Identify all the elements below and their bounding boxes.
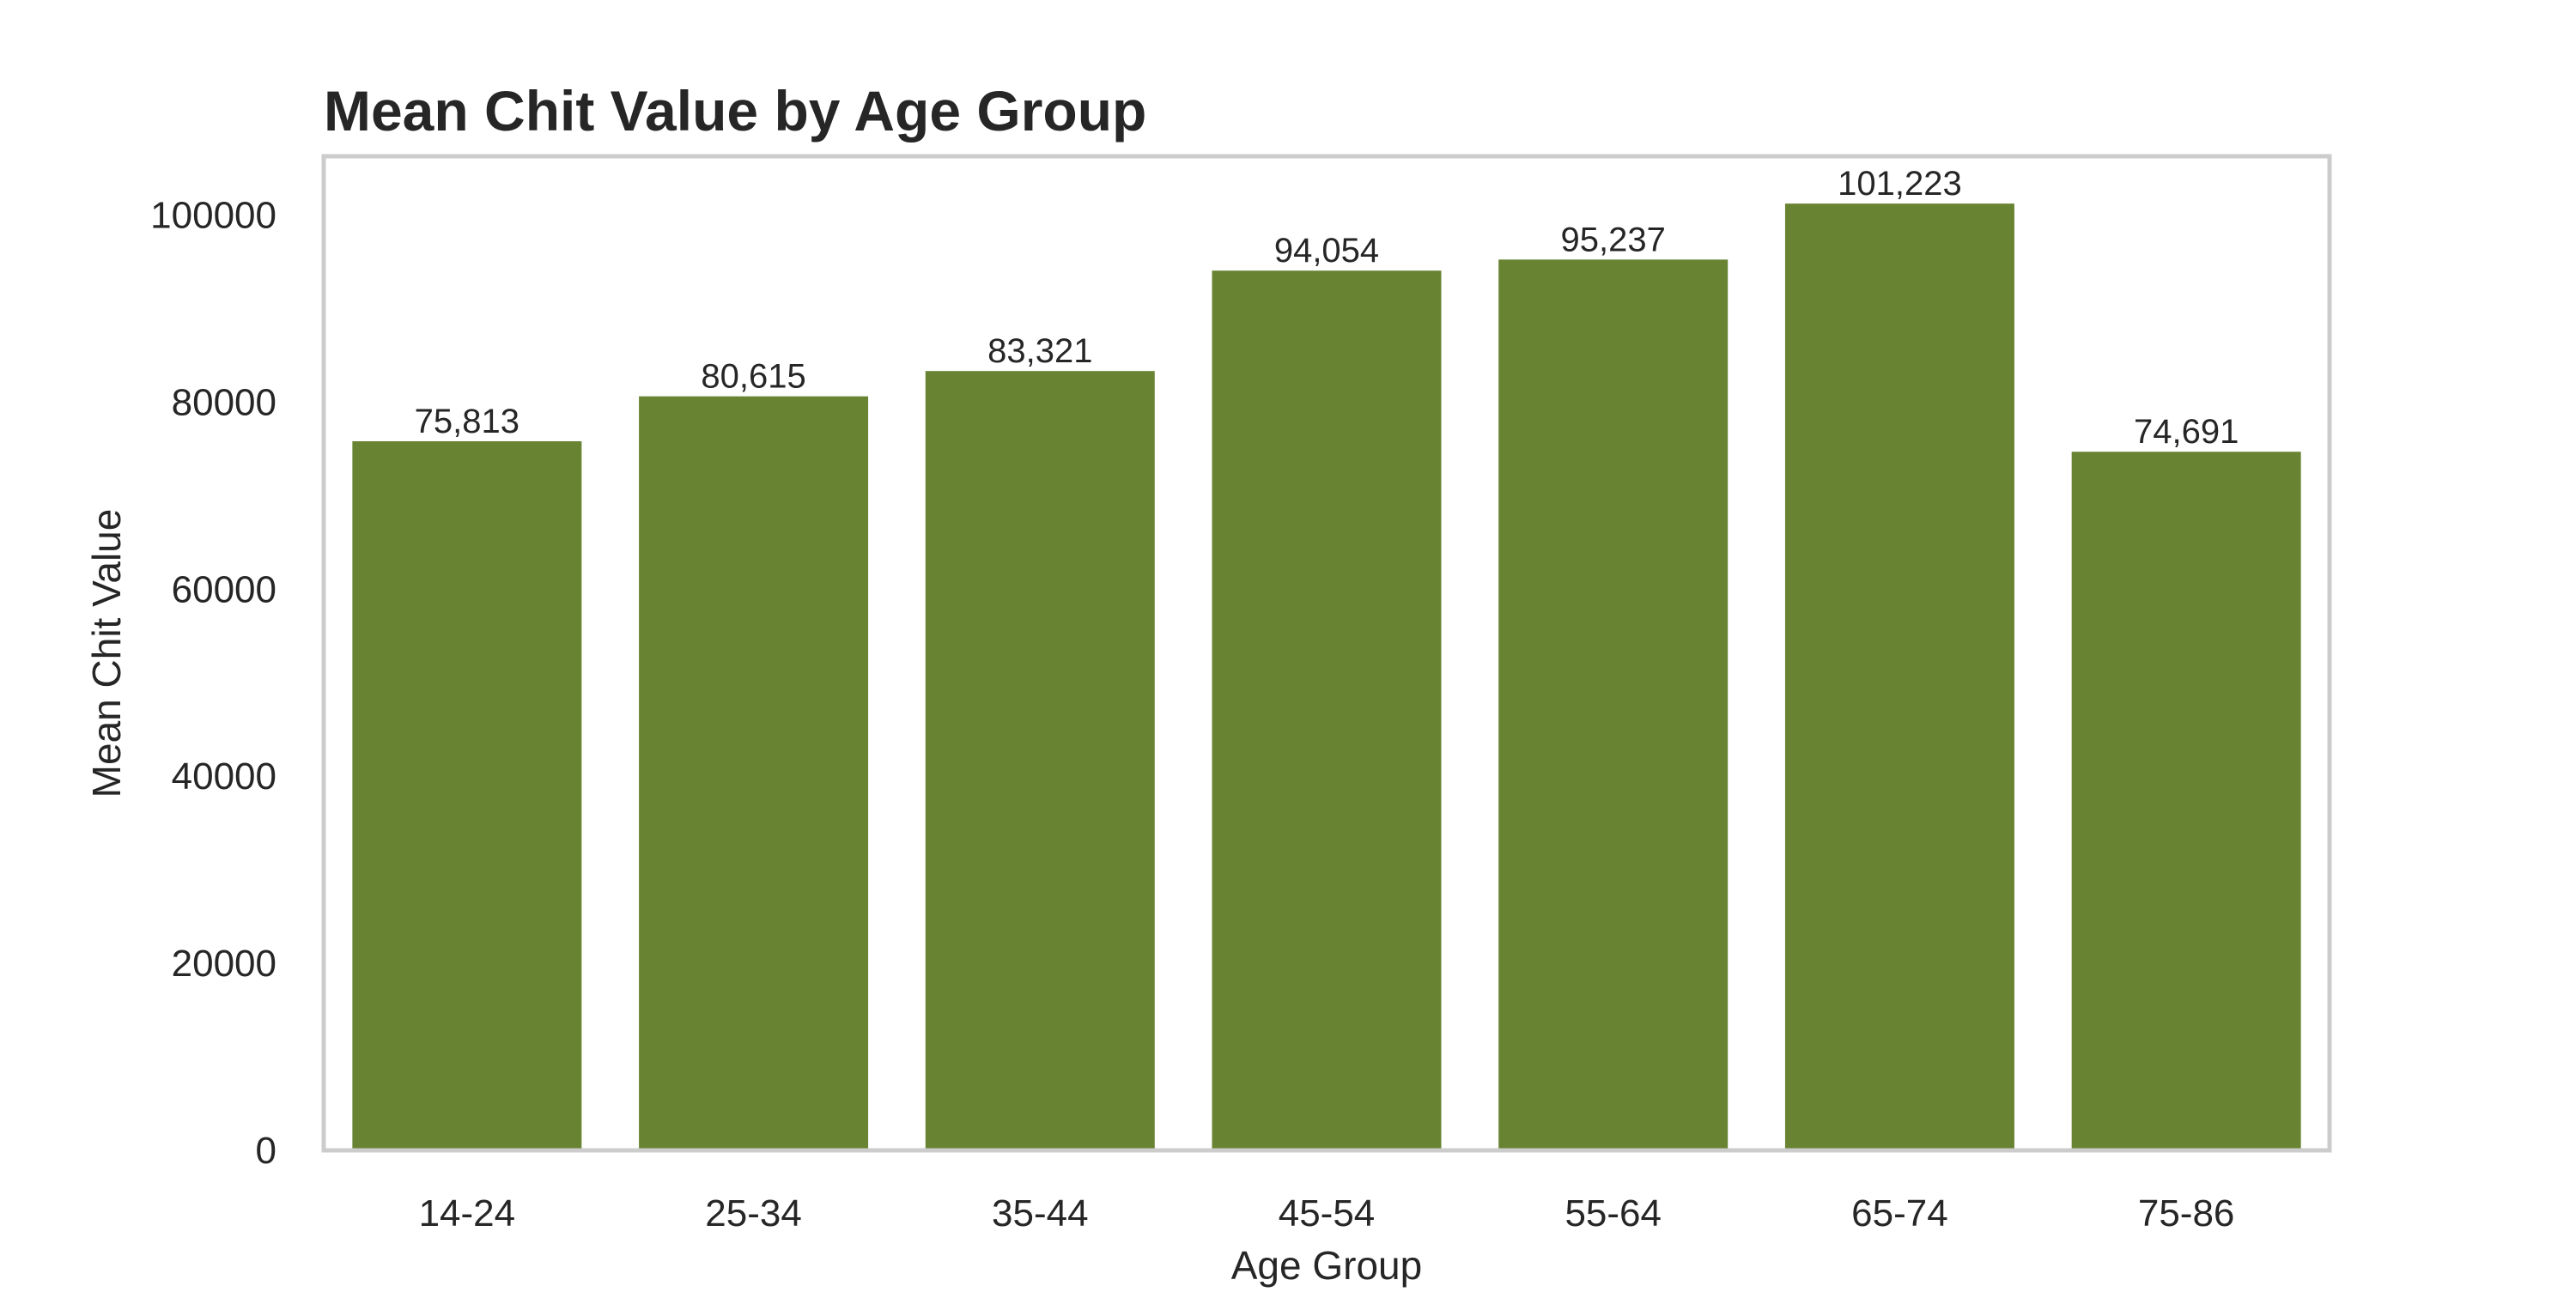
x-tick-label: 35-44 <box>992 1192 1089 1234</box>
y-axis-label: Mean Chit Value <box>84 509 129 798</box>
bar-25-34 <box>639 396 869 1151</box>
bar-55-64 <box>1498 259 1728 1150</box>
data-label: 101,223 <box>1838 165 1962 203</box>
y-tick-label: 20000 <box>172 943 276 985</box>
bar-35-44 <box>925 371 1155 1150</box>
bar-45-54 <box>1212 270 1442 1150</box>
x-tick-label: 75-86 <box>2138 1192 2235 1234</box>
data-label: 74,691 <box>2134 413 2239 451</box>
x-axis-ticks: 14-24 25-34 35-44 45-54 55-64 65-74 75-86 <box>419 1192 2235 1234</box>
data-label: 95,237 <box>1561 221 1666 258</box>
bar-14-24 <box>352 440 582 1150</box>
x-tick-label: 25-34 <box>705 1192 802 1234</box>
x-tick-label: 14-24 <box>419 1192 516 1234</box>
x-axis-label: Age Group <box>1231 1243 1422 1288</box>
x-tick-label: 45-54 <box>1279 1192 1376 1234</box>
data-labels: 75,813 80,615 83,321 94,054 95,237 101,223 74,… <box>415 165 2239 451</box>
y-tick-label: 80000 <box>172 381 276 423</box>
plot-frame <box>321 154 2332 1153</box>
y-tick-label: 60000 <box>172 568 276 610</box>
y-tick-label: 0 <box>256 1130 276 1172</box>
bar-75-86 <box>2071 452 2301 1150</box>
data-label: 94,054 <box>1274 232 1379 270</box>
y-tick-label: 40000 <box>172 755 276 798</box>
y-axis-ticks: 0 20000 40000 60000 80000 100000 <box>150 194 276 1172</box>
x-tick-label: 55-64 <box>1564 1192 1662 1234</box>
chart-title: Mean Chit Value by Age Group <box>324 79 1146 143</box>
data-label: 83,321 <box>987 332 1092 370</box>
data-label: 80,615 <box>701 358 805 396</box>
data-label: 75,813 <box>415 403 519 440</box>
y-tick-label: 100000 <box>150 194 276 236</box>
x-tick-label: 65-74 <box>1851 1192 1948 1234</box>
bars-layer <box>352 203 2301 1151</box>
bar-65-74 <box>1784 203 2014 1150</box>
